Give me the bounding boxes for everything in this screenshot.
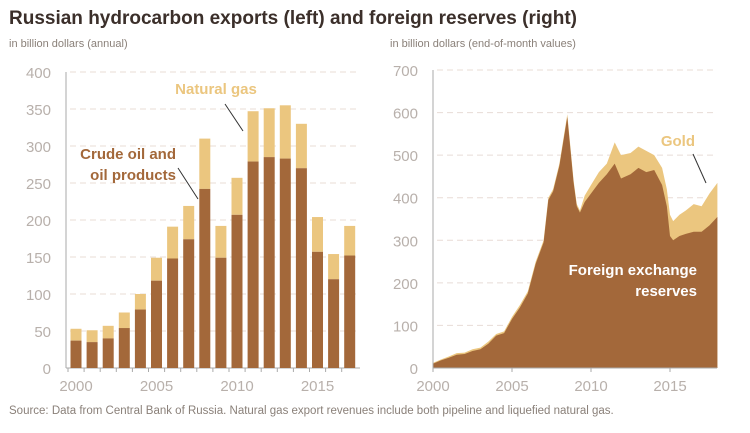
left-subtitle: in billion dollars (annual) <box>9 38 128 50</box>
bar-crude-oil <box>328 279 340 368</box>
bar-crude-oil <box>102 338 114 368</box>
y-tick-label: 300 <box>393 233 418 250</box>
bar-natural-gas <box>263 108 275 158</box>
bar-natural-gas <box>215 225 227 258</box>
y-tick-label: 700 <box>393 63 418 80</box>
bar-natural-gas <box>183 205 195 240</box>
annotation-leader <box>692 153 707 184</box>
y-tick-label: 600 <box>393 106 418 123</box>
x-tick-label: 2010 <box>574 378 607 395</box>
annotation-crude-oil-2: oil products <box>90 167 176 184</box>
bar-crude-oil <box>295 168 307 368</box>
y-tick-label: 0 <box>43 361 51 378</box>
bar-natural-gas <box>118 312 130 329</box>
bar-natural-gas <box>328 254 340 280</box>
bar-natural-gas <box>295 123 307 169</box>
bar-crude-oil <box>199 188 211 368</box>
y-tick-label: 200 <box>393 276 418 293</box>
bar-natural-gas <box>86 330 98 343</box>
bar-natural-gas <box>70 328 82 341</box>
bar-crude-oil <box>183 239 195 368</box>
y-tick-label: 400 <box>26 65 51 82</box>
bar-natural-gas <box>134 294 146 310</box>
bar-crude-oil <box>70 340 82 368</box>
annotation-leader <box>177 167 199 200</box>
annotation-crude-oil: Crude oil and <box>80 146 176 163</box>
bar-crude-oil <box>247 161 259 368</box>
x-tick-label: 2000 <box>416 378 449 395</box>
y-tick-label: 300 <box>26 139 51 156</box>
bar-crude-oil <box>86 342 98 368</box>
bar-natural-gas <box>231 177 243 215</box>
bar-natural-gas <box>344 225 356 256</box>
annotation-fx: Foreign exchange <box>569 262 697 279</box>
y-tick-label: 150 <box>26 250 51 267</box>
bar-natural-gas <box>199 138 211 189</box>
bar-crude-oil <box>231 214 243 368</box>
y-tick-label: 100 <box>26 287 51 304</box>
x-tick-label: 2010 <box>220 378 253 395</box>
bar-natural-gas <box>279 105 291 159</box>
annotation-natural-gas: Natural gas <box>175 81 257 98</box>
bar-natural-gas <box>151 257 162 281</box>
chart-title: Russian hydrocarbon exports (left) and f… <box>9 8 577 29</box>
y-tick-label: 500 <box>393 148 418 165</box>
bar-crude-oil <box>118 328 130 368</box>
y-tick-label: 200 <box>26 213 51 230</box>
x-tick-label: 2015 <box>653 378 686 395</box>
x-tick-label: 2015 <box>301 378 334 395</box>
y-tick-label: 50 <box>34 324 51 341</box>
bar-crude-oil <box>344 255 356 368</box>
bar-crude-oil <box>215 257 227 368</box>
x-tick-label: 2005 <box>495 378 528 395</box>
y-tick-label: 350 <box>26 102 51 119</box>
y-tick-label: 400 <box>393 191 418 208</box>
area-foreign-exchange <box>433 116 718 368</box>
y-tick-label: 0 <box>410 361 418 378</box>
bar-natural-gas <box>247 111 259 162</box>
bar-crude-oil <box>151 280 162 368</box>
bar-natural-gas <box>102 325 114 339</box>
annotation-gold: Gold <box>661 133 695 150</box>
x-tick-label: 2000 <box>59 378 92 395</box>
bar-natural-gas <box>312 217 323 252</box>
x-tick-label: 2005 <box>140 378 173 395</box>
bar-crude-oil <box>134 309 146 368</box>
y-tick-label: 250 <box>26 176 51 193</box>
bar-natural-gas <box>167 226 179 259</box>
bar-crude-oil <box>279 158 291 368</box>
bar-crude-oil <box>312 251 323 368</box>
right-subtitle: in billion dollars (end-of-month values) <box>390 38 576 50</box>
source-note: Source: Data from Central Bank of Russia… <box>9 405 614 417</box>
bar-crude-oil <box>263 157 275 368</box>
annotation-fx-2: reserves <box>635 283 697 300</box>
bar-crude-oil <box>167 258 179 368</box>
y-tick-label: 100 <box>393 318 418 335</box>
annotation-leader <box>224 103 244 132</box>
